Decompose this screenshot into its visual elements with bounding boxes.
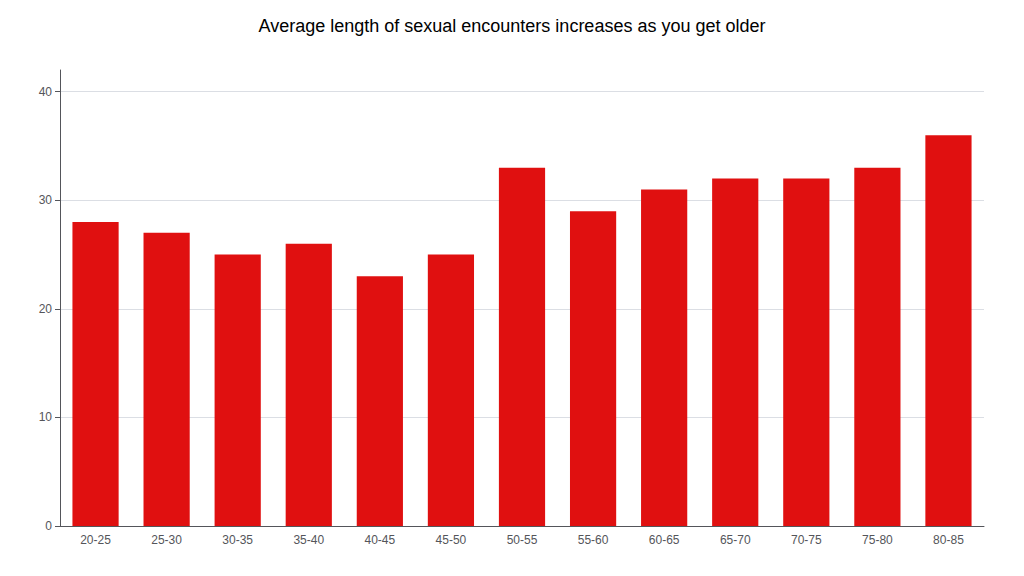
- svg-text:55-60: 55-60: [578, 533, 609, 547]
- svg-text:35-40: 35-40: [293, 533, 324, 547]
- svg-text:65-70: 65-70: [720, 533, 751, 547]
- svg-text:60-65: 60-65: [649, 533, 680, 547]
- svg-text:80-85: 80-85: [933, 533, 964, 547]
- svg-text:20: 20: [39, 302, 53, 316]
- svg-text:0: 0: [45, 519, 52, 533]
- svg-text:25-30: 25-30: [151, 533, 182, 547]
- svg-text:Average length of sexual encou: Average length of sexual encounters incr…: [259, 16, 766, 36]
- svg-text:20-25: 20-25: [80, 533, 111, 547]
- svg-text:10: 10: [39, 410, 53, 424]
- svg-text:50-55: 50-55: [507, 533, 538, 547]
- svg-text:30: 30: [39, 193, 53, 207]
- svg-text:45-50: 45-50: [436, 533, 467, 547]
- svg-text:75-80: 75-80: [862, 533, 893, 547]
- svg-text:40-45: 40-45: [364, 533, 395, 547]
- svg-text:30-35: 30-35: [222, 533, 253, 547]
- svg-text:40: 40: [39, 85, 53, 99]
- svg-text:70-75: 70-75: [791, 533, 822, 547]
